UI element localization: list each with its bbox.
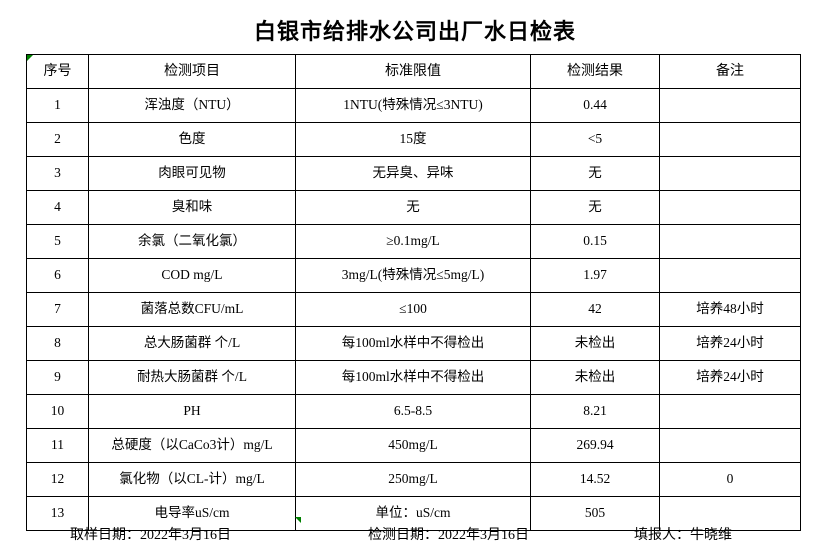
cell-remark[interactable] xyxy=(659,190,801,225)
cell-sequence-number[interactable]: 10 xyxy=(26,394,89,429)
page-title: 白银市给排水公司出厂水日检表 xyxy=(253,19,576,44)
cell-test-item[interactable]: 电导率uS/cm xyxy=(88,496,296,531)
table-row: 12 氯化物（以CL-计）mg/L 250mg/L 14.52 0 xyxy=(26,462,801,497)
cell-test-result[interactable]: 无 xyxy=(530,190,660,225)
cell-standard-limit[interactable]: 每100ml水样中不得检出 xyxy=(295,360,531,395)
cell-standard-limit[interactable]: 无 xyxy=(295,190,531,225)
cell-sequence-number[interactable]: 9 xyxy=(26,360,89,395)
cell-sequence-number[interactable]: 12 xyxy=(26,462,89,497)
footer-test-date: 检测日期：2022年3月16日 xyxy=(368,528,529,543)
cell-standard-limit[interactable]: 无异臭、异味 xyxy=(295,156,531,191)
cell-sequence-number[interactable]: 2 xyxy=(26,122,89,157)
cell-standard-limit[interactable]: ≥0.1mg/L xyxy=(295,224,531,259)
column-header-no: 序号 xyxy=(26,54,89,89)
table-row: 3 肉眼可见物 无异臭、异味无 xyxy=(26,156,801,191)
table-row: 1 浑浊度（NTU） 1NTU(特殊情况≤3NTU) 0.44 xyxy=(26,88,801,123)
cell-test-item[interactable]: 肉眼可见物 xyxy=(88,156,296,191)
cell-remark[interactable] xyxy=(659,156,801,191)
column-header-result: 检测结果 xyxy=(530,54,660,89)
cell-standard-limit[interactable]: 15度 xyxy=(295,122,531,157)
cell-remark[interactable] xyxy=(659,428,801,463)
cell-test-result[interactable]: 1.97 xyxy=(530,258,660,293)
cell-sequence-number[interactable]: 11 xyxy=(26,428,89,463)
cell-remark[interactable]: 培养48小时 xyxy=(659,292,801,327)
table-row: 10 PH 6.5-8.5 8.21 xyxy=(26,394,801,429)
column-header-item: 检测项目 xyxy=(88,54,296,89)
cell-test-result[interactable]: 0.44 xyxy=(530,88,660,123)
cell-standard-limit[interactable]: 6.5-8.5 xyxy=(295,394,531,429)
table-row: 7 菌落总数CFU/mL ≤100 42 培养48小时 xyxy=(26,292,801,327)
cell-standard-limit[interactable]: 3mg/L(特殊情况≤5mg/L) xyxy=(295,258,531,293)
cell-sequence-number[interactable]: 8 xyxy=(26,326,89,361)
table-row: 8 总大肠菌群 个/L 每100ml水样中不得检出 未检出 培养24小时 xyxy=(26,326,801,361)
footer-sample-date: 取样日期：2022年3月16日 xyxy=(70,528,231,543)
cell-test-item[interactable]: 色度 xyxy=(88,122,296,157)
cell-test-result[interactable]: 42 xyxy=(530,292,660,327)
table-row: 6 COD mg/L 3mg/L(特殊情况≤5mg/L) 1.97 xyxy=(26,258,801,293)
table-row: 4 臭和味无无 xyxy=(26,190,801,225)
cell-sequence-number[interactable]: 13 xyxy=(26,496,89,531)
cell-remark[interactable] xyxy=(659,394,801,429)
table-row: 9 耐热大肠菌群 个/L 每100ml水样中不得检出 未检出 培养24小时 xyxy=(26,360,801,395)
cell-test-result[interactable]: 未检出 xyxy=(530,360,660,395)
cell-test-item[interactable]: 总大肠菌群 个/L xyxy=(88,326,296,361)
cell-remark[interactable]: 培养24小时 xyxy=(659,360,801,395)
cell-remark[interactable] xyxy=(659,496,801,531)
footer: 取样日期：2022年3月16日 检测日期：2022年3月16日 填报人：牛晓维 xyxy=(26,524,816,552)
column-header-limit: 标准限值 xyxy=(295,54,531,89)
column-header-remark: 备注 xyxy=(659,54,801,89)
water-quality-table: 序号 检测项目 标准限值 检测结果 备注 1 浑浊度（NTU） 1NTU(特殊情况≤… xyxy=(26,54,801,531)
cell-test-result[interactable]: 未检出 xyxy=(530,326,660,361)
cell-test-result[interactable]: 14.52 xyxy=(530,462,660,497)
cell-test-result[interactable]: 0.15 xyxy=(530,224,660,259)
cell-standard-limit[interactable]: 450mg/L xyxy=(295,428,531,463)
cell-standard-limit[interactable]: ≤100 xyxy=(295,292,531,327)
cell-test-item[interactable]: 氯化物（以CL-计）mg/L xyxy=(88,462,296,497)
cell-sequence-number[interactable]: 3 xyxy=(26,156,89,191)
cell-standard-limit[interactable]: 1NTU(特殊情况≤3NTU) xyxy=(295,88,531,123)
cell-sequence-number[interactable]: 6 xyxy=(26,258,89,293)
cell-test-result[interactable]: 8.21 xyxy=(530,394,660,429)
cell-test-item[interactable]: 耐热大肠菌群 个/L xyxy=(88,360,296,395)
cell-remark[interactable] xyxy=(659,88,801,123)
cell-remark[interactable]: 培养24小时 xyxy=(659,326,801,361)
cell-remark[interactable] xyxy=(659,258,801,293)
cell-standard-limit[interactable]: 每100ml水样中不得检出 xyxy=(295,326,531,361)
cell-test-item[interactable]: 臭和味 xyxy=(88,190,296,225)
table-body: 1 浑浊度（NTU） 1NTU(特殊情况≤3NTU) 0.44 2 色度 15度 <5 3 肉眼可… xyxy=(26,88,801,531)
cell-sequence-number[interactable]: 7 xyxy=(26,292,89,327)
cell-sequence-number[interactable]: 5 xyxy=(26,224,89,259)
cell-test-item[interactable]: 总硬度（以CaCo3计）mg/L xyxy=(88,428,296,463)
cell-test-item[interactable]: 浑浊度（NTU） xyxy=(88,88,296,123)
cell-test-result[interactable]: <5 xyxy=(530,122,660,157)
cell-test-result[interactable]: 无 xyxy=(530,156,660,191)
cell-sequence-number[interactable]: 4 xyxy=(26,190,89,225)
cell-remark[interactable] xyxy=(659,122,801,157)
cell-standard-limit[interactable]: 250mg/L xyxy=(295,462,531,497)
cell-test-item[interactable]: PH xyxy=(88,394,296,429)
cell-test-item[interactable]: 菌落总数CFU/mL xyxy=(88,292,296,327)
cell-test-result[interactable]: 269.94 xyxy=(530,428,660,463)
cell-comment-indicator-icon xyxy=(27,55,33,61)
cell-remark[interactable]: 0 xyxy=(659,462,801,497)
cell-sequence-number[interactable]: 1 xyxy=(26,88,89,123)
cell-comment-indicator-icon xyxy=(295,517,301,523)
table-row: 5 余氯（二氧化氯） ≥0.1mg/L 0.15 xyxy=(26,224,801,259)
cell-test-result[interactable]: 505 xyxy=(530,496,660,531)
cell-remark[interactable] xyxy=(659,224,801,259)
table-header-row: 序号 检测项目 标准限值 检测结果 备注 xyxy=(26,54,801,89)
cell-test-item[interactable]: COD mg/L xyxy=(88,258,296,293)
table-row: 13 电导率uS/cm 单位：uS/cm 505 xyxy=(26,496,801,531)
table-row: 2 色度 15度 <5 xyxy=(26,122,801,157)
footer-filer: 填报人：牛晓维 xyxy=(634,528,732,543)
table-row: 11 总硬度（以CaCo3计）mg/L 450mg/L 269.94 xyxy=(26,428,801,463)
cell-test-item[interactable]: 余氯（二氧化氯） xyxy=(88,224,296,259)
